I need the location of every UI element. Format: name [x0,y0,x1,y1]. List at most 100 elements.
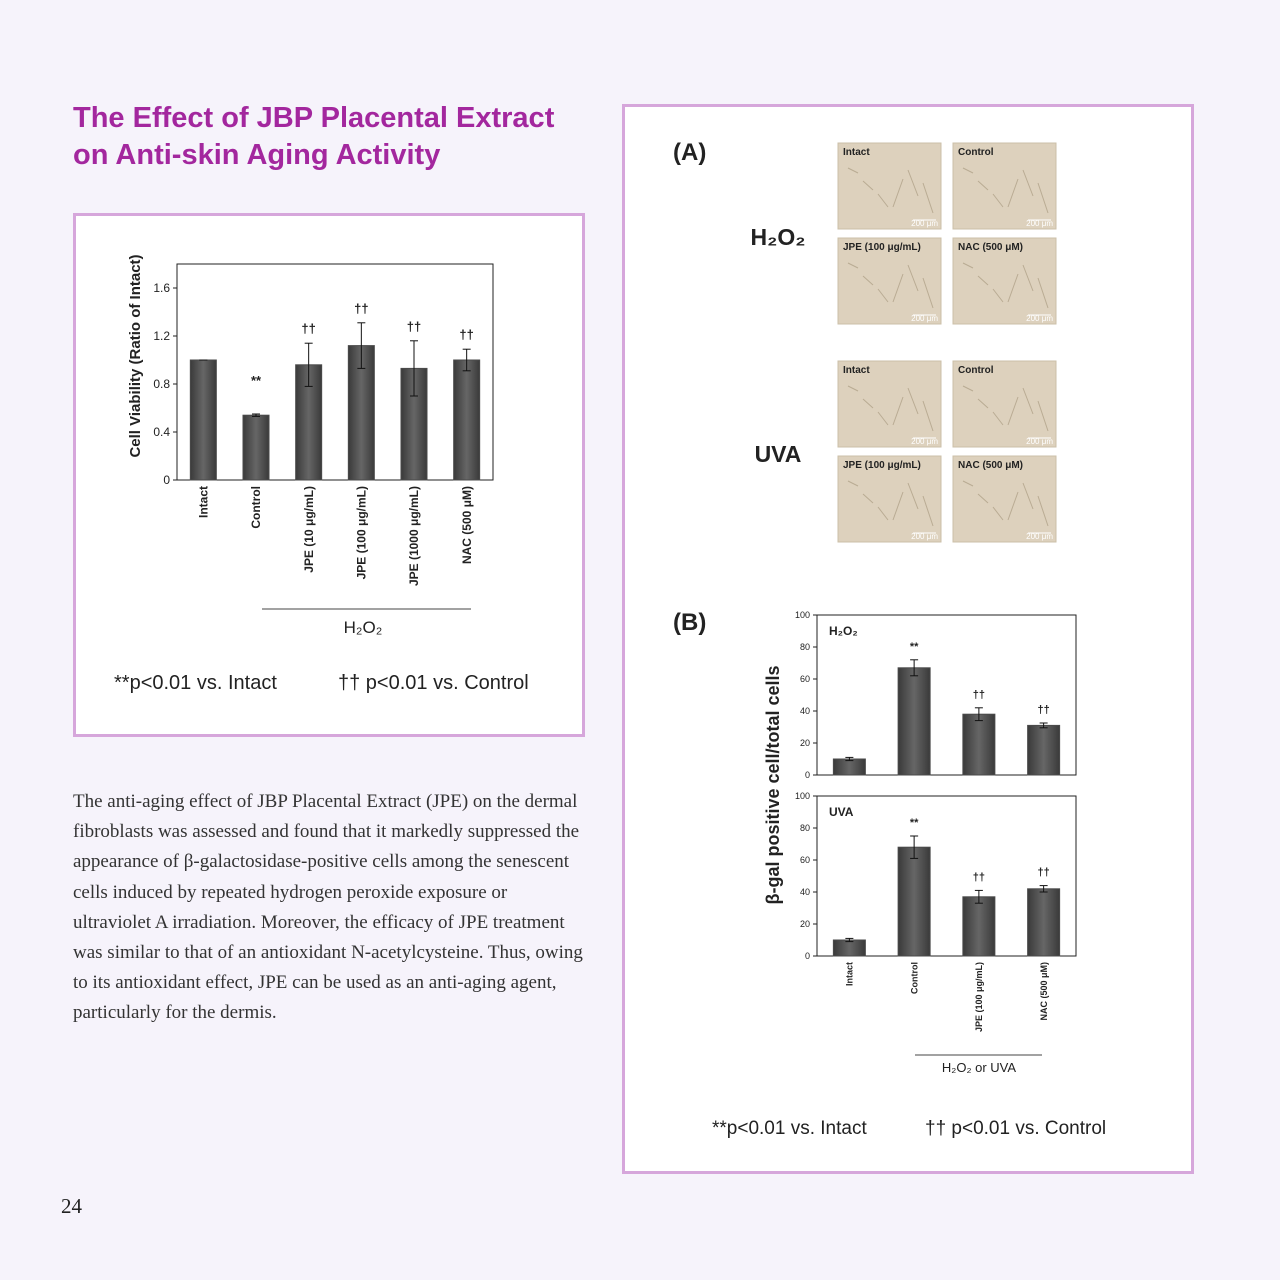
significance-marker: †† [973,689,985,701]
y-tick-label: 20 [800,738,810,748]
scale-label: 200 μm [911,532,938,541]
cell-texture [862,275,874,286]
x-tick-label: NAC (500 μM) [1039,962,1049,1021]
cell-texture [1007,178,1019,208]
significance-marker: †† [1038,704,1050,716]
cell-texture [1037,182,1049,214]
bar [832,758,866,776]
cell-texture [1037,400,1049,432]
scale-label: 200 μm [1026,219,1053,228]
cell-texture [992,193,1004,208]
y-tick-label: 40 [800,887,810,897]
y-tick-label: 80 [800,823,810,833]
cell-texture [1037,495,1049,527]
chart-title: H₂O₂ [829,624,858,638]
image-label: JPE (100 μg/mL) [843,242,921,253]
cell-texture [877,411,889,426]
scale-label: 200 μm [1026,314,1053,323]
cell-texture [847,262,859,269]
cell-texture [907,264,919,292]
cell-texture [1007,273,1019,303]
figure-box [622,104,1194,1174]
body-text: The anti-aging effect of JBP Placental E… [73,791,583,1024]
cell-texture [962,167,974,174]
cell-texture [1007,491,1019,521]
bar [1027,724,1061,776]
cell-texture [877,193,889,208]
cell-texture [847,385,859,392]
cell-texture [1037,277,1049,309]
bar [897,667,931,776]
panel-label: (A) [673,139,706,166]
cell-texture [1022,387,1034,415]
bar [962,896,996,957]
image-label: NAC (500 μM) [958,460,1023,471]
panel-label: (B) [673,609,706,636]
image-label: NAC (500 μM) [958,242,1023,253]
footnote: **p<0.01 vs. Intact [114,672,277,694]
cell-texture [892,491,904,521]
scale-label: 200 μm [911,219,938,228]
y-tick-label: 0 [163,473,170,487]
y-tick-label: 80 [800,642,810,652]
cell-texture [977,493,989,504]
cell-texture [922,182,934,214]
plot-frame [816,614,1077,776]
y-tick-label: 100 [795,791,810,801]
y-tick-label: 60 [800,855,810,865]
y-tick-label: 20 [800,919,810,929]
significance-marker: ** [910,641,919,653]
cell-texture [922,495,934,527]
cell-texture [877,506,889,521]
scale-label: 200 μm [911,314,938,323]
cell-texture [962,262,974,269]
cell-texture [1022,482,1034,510]
significance-marker: †† [973,871,985,883]
image-label: Intact [843,147,870,158]
cell-texture [992,411,1004,426]
x-tick-label: JPE (100 μg/mL) [355,486,369,579]
cell-texture [1022,264,1034,292]
significance-marker: †† [459,327,473,342]
y-tick-label: 0.8 [153,377,170,391]
cell-texture [922,400,934,432]
cell-texture [977,398,989,409]
x-tick-label: JPE (100 μg/mL) [974,962,984,1032]
page-title: The Effect of JBP Placental Extract on A… [73,102,555,171]
plot-frame [176,263,494,481]
cell-texture [922,277,934,309]
cell-texture [977,180,989,191]
cell-texture [907,169,919,197]
bar [832,939,866,957]
bar [1027,888,1061,957]
x-tick-label: JPE (1000 μg/mL) [407,486,421,586]
cell-texture [892,273,904,303]
cell-texture [892,178,904,208]
scale-label: 200 μm [1026,437,1053,446]
image-label: JPE (100 μg/mL) [843,460,921,471]
group-label: H₂O₂ [344,618,383,637]
cell-texture [907,387,919,415]
bar [453,359,481,481]
significance-marker: †† [1038,867,1050,879]
y-tick-label: 0 [805,951,810,961]
significance-marker: ** [910,817,919,829]
plot-frame [816,795,1077,957]
footnote: †† p<0.01 vs. Control [338,672,529,694]
significance-marker: †† [354,301,368,316]
scale-label: 200 μm [1026,532,1053,541]
cell-texture [1007,396,1019,426]
significance-marker: †† [301,321,315,336]
y-tick-label: 60 [800,674,810,684]
cell-texture [847,480,859,487]
cell-texture [977,275,989,286]
scale-label: 200 μm [911,437,938,446]
x-tick-label: Control [249,486,263,529]
group-label: H₂O₂ [751,224,806,250]
cell-texture [992,288,1004,303]
cell-texture [877,288,889,303]
y-axis-label: β-gal positive cell/total cells [763,665,783,904]
bar [242,414,270,481]
